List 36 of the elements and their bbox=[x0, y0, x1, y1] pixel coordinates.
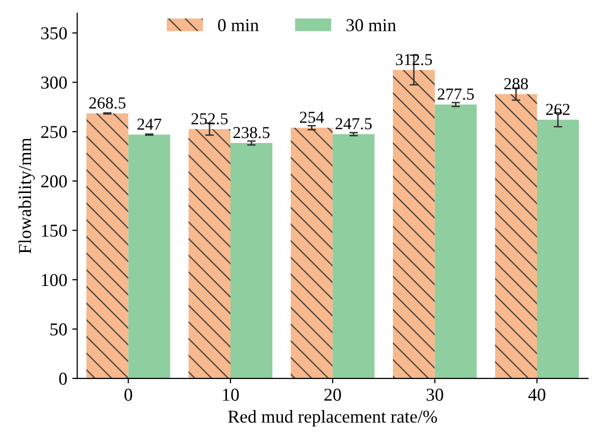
bar bbox=[536, 120, 579, 378]
bar bbox=[128, 134, 170, 378]
data-label: 247.5 bbox=[336, 118, 372, 130]
bar bbox=[86, 113, 128, 378]
bar bbox=[290, 128, 333, 378]
y-tick-label: 150 bbox=[42, 224, 67, 237]
data-label: 277.5 bbox=[438, 88, 474, 100]
bar bbox=[188, 129, 230, 378]
legend-label: 30 min bbox=[346, 19, 396, 32]
y-tick-label: 250 bbox=[41, 126, 67, 138]
data-label: 268.5 bbox=[89, 97, 126, 109]
y-axis-title: Flowability/mm bbox=[18, 138, 35, 254]
y-tick-label: 50 bbox=[50, 323, 67, 336]
x-tick-label: 30 bbox=[426, 388, 444, 401]
x-tick-label: 0 bbox=[124, 388, 132, 401]
y-tick-label: 100 bbox=[42, 274, 67, 286]
data-label: 262 bbox=[546, 104, 570, 116]
bar bbox=[332, 134, 375, 378]
data-label: 238.5 bbox=[233, 126, 270, 138]
x-axis-title: Red mud replacement rate/% bbox=[228, 410, 438, 426]
data-label: 254 bbox=[300, 112, 324, 123]
y-tick-label: 350 bbox=[41, 27, 67, 40]
y-tick-label: 0 bbox=[59, 372, 67, 385]
x-tick-label: 40 bbox=[528, 388, 546, 401]
data-label: 252.5 bbox=[192, 113, 228, 124]
data-label: 288 bbox=[504, 78, 528, 90]
y-tick-label: 200 bbox=[41, 175, 67, 188]
legend-label: 0 min bbox=[218, 19, 259, 32]
y-tick-label: 300 bbox=[41, 76, 67, 89]
bar bbox=[495, 94, 537, 378]
data-label: 247 bbox=[137, 118, 162, 130]
bar bbox=[434, 104, 477, 378]
bar bbox=[392, 70, 435, 378]
x-tick-label: 10 bbox=[223, 388, 239, 401]
x-tick-label: 20 bbox=[324, 388, 341, 401]
bar bbox=[230, 142, 272, 378]
